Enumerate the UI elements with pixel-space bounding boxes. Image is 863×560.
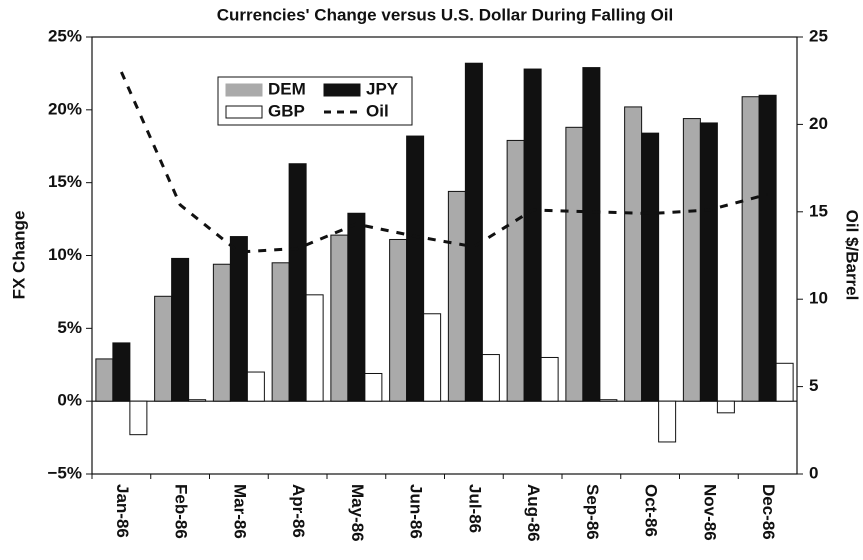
y-tick-label: 15% <box>48 172 82 191</box>
bar <box>447 190 466 402</box>
x-tick-label: Nov-86 <box>700 484 719 541</box>
x-tick-label: Jul-86 <box>465 484 484 533</box>
x-tick-label: Sep-86 <box>583 484 602 540</box>
y-tick-label: 25% <box>48 26 82 45</box>
y2-tick-label: 15 <box>809 201 828 220</box>
bar <box>246 371 265 402</box>
y-tick-label: 5% <box>57 318 82 337</box>
legend-swatch <box>225 83 263 97</box>
y2-tick-label: 20 <box>809 114 828 133</box>
bar <box>741 96 760 402</box>
y2-axis-title: Oil $/Barrel <box>843 210 862 301</box>
bar <box>188 399 207 402</box>
y2-tick-label: 10 <box>809 289 828 308</box>
x-tick-label: Dec-86 <box>759 484 778 540</box>
y-tick-label: 0% <box>57 391 82 410</box>
bar <box>212 263 231 402</box>
y2-tick-label: 5 <box>809 376 818 395</box>
legend-swatch <box>225 105 263 119</box>
legend-swatch <box>323 83 361 97</box>
bar <box>464 62 483 402</box>
bar <box>389 238 408 402</box>
bar <box>523 68 542 402</box>
x-tick-label: Jun-86 <box>407 484 426 539</box>
x-tick-label: Jan-86 <box>113 484 132 538</box>
bar <box>565 126 584 402</box>
x-tick-label: Feb-86 <box>172 484 191 539</box>
bar <box>305 294 324 402</box>
bar <box>624 106 643 402</box>
x-tick-label: Aug-86 <box>524 484 543 542</box>
bar <box>171 257 190 402</box>
bar <box>347 212 366 402</box>
bar <box>582 67 601 402</box>
bar <box>641 132 660 402</box>
y2-tick-label: 25 <box>809 26 828 45</box>
bar <box>758 94 777 402</box>
bar <box>423 313 442 402</box>
x-tick-label: Oct-86 <box>642 484 661 537</box>
bar <box>658 400 677 443</box>
bar <box>330 234 349 402</box>
bar <box>406 135 425 402</box>
x-tick-label: Mar-86 <box>230 484 249 539</box>
bar <box>112 342 131 402</box>
legend-label: GBP <box>268 101 305 120</box>
y-tick-label: 10% <box>48 245 82 264</box>
bar <box>699 122 718 402</box>
bar <box>129 400 148 436</box>
bar <box>775 362 794 402</box>
legend-label: Oil <box>366 101 389 120</box>
bar <box>364 372 383 402</box>
y-axis-title: FX Change <box>9 211 28 300</box>
bar <box>540 356 559 402</box>
y-tick-label: −5% <box>48 463 83 482</box>
x-tick-label: May-86 <box>348 484 367 542</box>
x-tick-label: Apr-86 <box>289 484 308 538</box>
legend-label: DEM <box>268 79 306 98</box>
bar <box>599 399 618 402</box>
bar <box>154 295 173 402</box>
bar <box>229 236 248 402</box>
bar <box>716 400 735 414</box>
bar <box>481 354 500 402</box>
chart-title: Currencies' Change versus U.S. Dollar Du… <box>217 5 674 24</box>
bar <box>682 118 701 402</box>
y-tick-label: 20% <box>48 99 82 118</box>
bar <box>288 163 307 402</box>
bar <box>506 139 525 402</box>
bar <box>95 358 114 402</box>
y2-tick-label: 0 <box>809 463 818 482</box>
bar <box>271 262 290 402</box>
oil-line <box>120 71 769 254</box>
legend-label: JPY <box>366 79 399 98</box>
